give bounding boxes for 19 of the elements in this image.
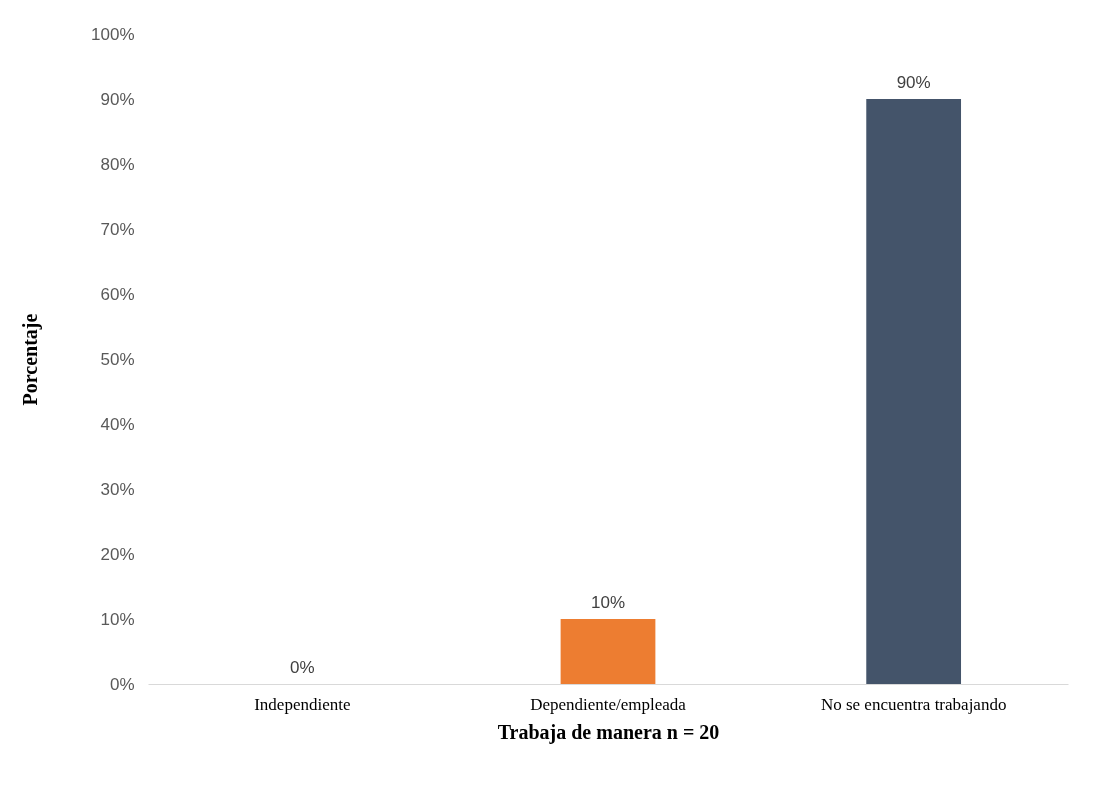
y-tick-label: 60% — [100, 284, 135, 304]
y-tick-label: 90% — [100, 89, 135, 109]
x-axis-title: Trabaja de manera n = 20 — [497, 720, 720, 744]
y-tick-label: 40% — [100, 414, 135, 434]
y-tick-label: 70% — [100, 219, 135, 239]
data-label: 90% — [896, 73, 931, 92]
y-tick-label: 20% — [100, 544, 135, 564]
x-tick-label: Dependiente/empleada — [530, 694, 687, 714]
data-label: 0% — [290, 658, 315, 677]
y-axis-title: Porcentaje — [19, 313, 43, 406]
y-tick-label: 0% — [109, 674, 135, 694]
y-tick-label: 100% — [91, 24, 135, 44]
y-tick-label: 10% — [100, 609, 135, 629]
y-tick-label: 50% — [100, 349, 135, 369]
data-label: 10% — [590, 593, 626, 612]
x-tick-label: No se encuentra trabajando — [820, 694, 1007, 714]
x-tick-label: Independiente — [254, 694, 351, 714]
y-tick-label: 30% — [100, 479, 135, 499]
y-tick-label: 80% — [100, 154, 135, 174]
